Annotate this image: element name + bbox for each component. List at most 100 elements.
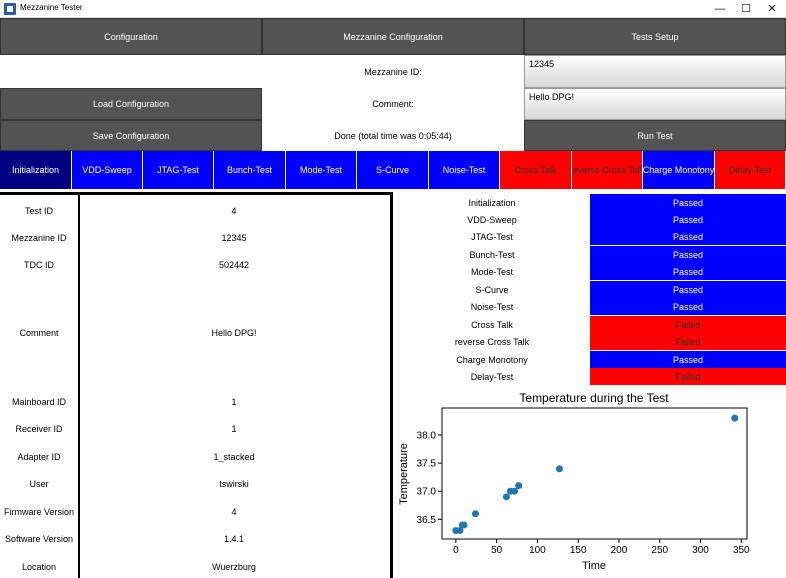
result-name: Initialization (468, 197, 516, 208)
mezzanine-id-input[interactable]: 12345 (524, 55, 786, 88)
info-row-firmware-version: Firmware Version 4 (0, 498, 390, 525)
info-key: User (29, 479, 49, 489)
x-tick-label: 300 (692, 545, 709, 556)
info-value: Wuerzburg (212, 561, 256, 572)
info-row-tdc-id: TDC ID 502442 (0, 251, 390, 278)
mezzanine-configuration-button[interactable]: Mezzanine Configuration (262, 18, 524, 55)
x-tick-label: 50 (491, 545, 503, 556)
result-row-jtag-test: JTAG-Test Passed (394, 228, 786, 245)
info-key: Software Version (4, 534, 74, 544)
tab-mode-test[interactable]: Mode-Test (286, 151, 357, 189)
tab-reverse-cross-talk[interactable]: reverse Cross Talk (572, 151, 643, 189)
result-name: Mode-Test (470, 266, 514, 277)
comment-label: Comment: (262, 88, 524, 120)
info-value: 1 (231, 396, 237, 407)
data-point (456, 527, 464, 535)
info-key: Adapter ID (17, 451, 61, 462)
tab-charge-monotony[interactable]: Charge Monotony (643, 151, 715, 189)
info-row-comment: Comment Hello DPG! (0, 278, 390, 388)
app-icon (4, 3, 16, 15)
tab-cross-talk[interactable]: Cross Talk (500, 151, 572, 189)
info-row-software-version: Software Version 1.4.1 (0, 525, 390, 553)
result-status: Failed (590, 368, 786, 385)
info-row-receiver-id: Receiver ID 1 (0, 415, 390, 443)
info-value: 1 (231, 424, 237, 434)
result-name: JTAG-Test (471, 231, 513, 242)
close-icon[interactable]: ✕ (767, 3, 777, 15)
window-title: Mezzanine Tester (20, 3, 83, 12)
info-value: tswirski (219, 479, 249, 489)
result-name: Noise-Test (470, 301, 514, 312)
chart-title: Temperature during the Test (519, 391, 669, 405)
result-status: Passed (590, 263, 786, 280)
tab-noise-test[interactable]: Noise-Test (429, 151, 500, 189)
result-name: Delay-Test (470, 371, 514, 382)
temperature-chart: Temperature during the Test 0 50 100 150 200… (398, 391, 750, 572)
x-tick-label: 350 (733, 545, 750, 556)
data-point (731, 414, 739, 422)
result-name: Bunch-Test (469, 249, 515, 260)
comment-input[interactable]: Hello DPG! (524, 88, 786, 120)
result-status: Passed (590, 211, 786, 228)
result-status: Passed (590, 228, 786, 245)
info-key: Mezzanine ID (11, 232, 67, 243)
y-tick-label: 36.5 (417, 515, 437, 526)
info-key: Test ID (24, 205, 53, 216)
info-key: Location (21, 561, 57, 572)
x-tick-label: 200 (611, 545, 628, 556)
result-row-s-curve: S-Curve Passed (394, 281, 786, 298)
minimize-icon[interactable]: — (714, 3, 726, 15)
tests-setup-button[interactable]: Tests Setup (524, 18, 786, 55)
result-status: Passed (590, 298, 786, 315)
result-name: Charge Monotony (456, 354, 528, 365)
info-value: 4 (231, 205, 237, 216)
result-row-noise-test: Noise-Test Passed (394, 298, 786, 315)
result-row-mode-test: Mode-Test Passed (394, 263, 786, 280)
data-point (511, 487, 519, 495)
status-text: Done (total time was 0:05:44) (262, 120, 524, 151)
tab-initialization[interactable]: Initialization (0, 151, 72, 189)
info-row-adapter-id: Adapter ID 1_stacked (0, 443, 390, 470)
data-point (555, 465, 563, 473)
info-key: TDC ID (24, 259, 54, 270)
info-value: 4 (231, 506, 237, 517)
result-name: S-Curve (475, 284, 509, 295)
info-key: Firmware Version (3, 506, 75, 517)
title-bar: Mezzanine Tester — ☐ ✕ (0, 0, 786, 18)
result-row-charge-monotony: Charge Monotony Passed (394, 351, 786, 368)
result-name: reverse Cross Talk (454, 336, 530, 347)
configuration-button[interactable]: Configuration (0, 18, 262, 55)
info-row-user: User tswirski (0, 470, 390, 498)
data-point (471, 510, 479, 518)
plot-frame (441, 407, 748, 540)
info-value: 502442 (218, 259, 250, 270)
info-key: Comment (19, 328, 59, 338)
run-test-button[interactable]: Run Test (524, 120, 786, 151)
y-axis: 36.5 37.0 37.5 38.0 (417, 430, 442, 526)
result-status: Passed (590, 246, 786, 263)
y-axis-label: Temperature (398, 443, 410, 505)
load-configuration-button[interactable]: Load Configuration (0, 88, 262, 120)
maximize-icon[interactable]: ☐ (741, 3, 751, 15)
result-name: VDD-Sweep (467, 214, 517, 225)
scatter-points (452, 414, 739, 535)
tab-s-curve[interactable]: S-Curve (357, 151, 429, 189)
info-key: Mainboard ID (11, 396, 67, 407)
result-status: Passed (590, 281, 786, 298)
result-row-delay-test: Delay-Test Failed (394, 368, 786, 385)
tab-jtag-test[interactable]: JTAG-Test (143, 151, 214, 189)
info-value: Hello DPG! (211, 328, 257, 338)
result-row-bunch-test: Bunch-Test Passed (394, 246, 786, 263)
save-configuration-button[interactable]: Save Configuration (0, 120, 262, 151)
y-tick-label: 37.0 (417, 487, 437, 498)
info-row-location: Location Wuerzburg (0, 553, 390, 578)
x-tick-label: 0 (453, 545, 459, 556)
info-row-mainboard-id: Mainboard ID 1 (0, 388, 390, 415)
info-value: 1_stacked (213, 451, 255, 462)
result-status: Failed (590, 333, 786, 350)
data-point (515, 482, 523, 490)
tab-bunch-test[interactable]: Bunch-Test (214, 151, 286, 189)
tab-vdd-sweep[interactable]: VDD-Sweep (72, 151, 143, 189)
tab-delay-test[interactable]: Delay-Test (715, 151, 786, 189)
data-point (502, 493, 510, 501)
